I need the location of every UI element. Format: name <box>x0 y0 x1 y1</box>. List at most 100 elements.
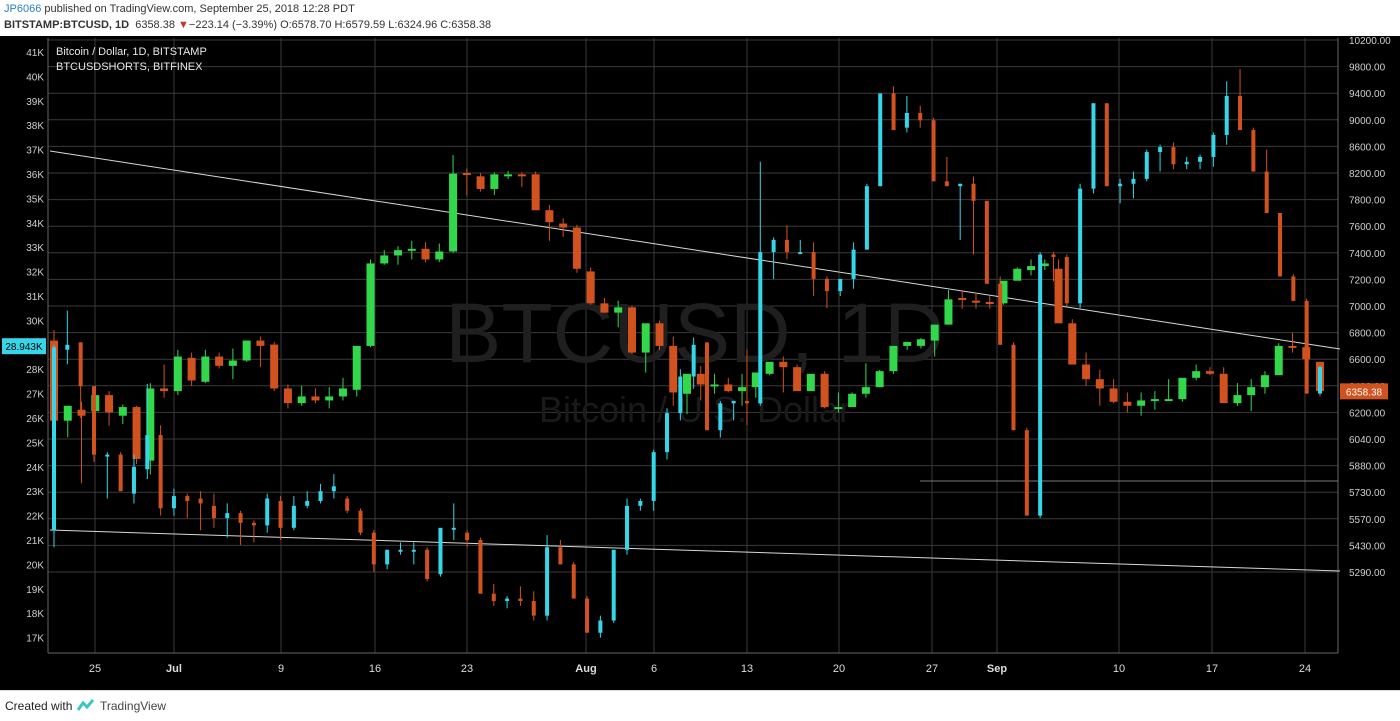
price-candle <box>559 223 568 228</box>
shorts-value-label: 28.943K <box>5 342 43 353</box>
price-candle <box>421 248 430 260</box>
price-candle <box>77 409 86 416</box>
x-axis-tick: 24 <box>1299 663 1311 675</box>
shorts-candle <box>1011 344 1016 431</box>
price-candle <box>820 373 829 408</box>
left-axis-tick: 22K <box>26 512 44 523</box>
shorts-candle <box>478 540 483 594</box>
left-axis-tick: 24K <box>26 463 44 474</box>
shorts-candle <box>665 413 670 453</box>
left-axis-tick: 34K <box>26 219 44 230</box>
shorts-candle <box>571 564 576 599</box>
right-axis-tick: 7400.00 <box>1349 249 1386 260</box>
tradingview-brand[interactable]: TradingView <box>100 699 167 713</box>
price-candle <box>449 173 458 252</box>
price-candle <box>1054 268 1063 324</box>
left-axis-tick: 36K <box>26 170 44 181</box>
shorts-candle <box>345 498 350 511</box>
price-candle <box>146 388 155 461</box>
created-with-text: Created with <box>5 699 73 713</box>
shorts-candle <box>52 347 56 531</box>
shorts-candle <box>585 598 590 633</box>
price-candle <box>366 263 375 346</box>
price-candle <box>242 340 251 361</box>
shorts-candle <box>851 249 856 279</box>
shorts-candle <box>891 93 896 131</box>
shorts-candle <box>438 527 443 575</box>
shorts-candle <box>265 498 270 526</box>
left-axis-tick: 19K <box>26 585 44 596</box>
price-candle <box>793 367 802 392</box>
x-axis-tick: 27 <box>926 663 938 675</box>
symbol-name: BITSTAMP:BTCUSD, 1D <box>4 19 130 31</box>
watermark-description: Bitcoin / U.S. Dollar <box>539 389 851 430</box>
shorts-candle <box>811 252 816 279</box>
shorts-candle <box>1078 188 1083 304</box>
price-candle <box>586 271 595 304</box>
price-candle <box>600 303 609 313</box>
right-axis-tick: 5290.00 <box>1349 568 1386 579</box>
right-axis-tick: 5570.00 <box>1349 515 1386 526</box>
x-axis-tick: Aug <box>575 663 596 675</box>
price-candle <box>187 357 196 381</box>
shorts-candle <box>1211 134 1216 157</box>
shorts-candle <box>1091 103 1096 189</box>
price-candle <box>105 395 114 413</box>
x-axis-tick: Jul <box>166 663 182 675</box>
price-candle <box>297 396 306 404</box>
price-candle <box>614 307 623 313</box>
axes: 41K40K39K38K37K36K35K34K33K32K31K30K29K2… <box>26 36 1391 675</box>
chart-area[interactable]: 41K40K39K38K37K36K35K34K33K32K31K30K29K2… <box>0 36 1400 690</box>
price-candle <box>63 405 72 421</box>
price-candle <box>504 174 513 177</box>
shorts-candle <box>944 181 949 187</box>
left-axis-tick: 18K <box>26 609 44 620</box>
shorts-candle <box>518 598 523 601</box>
shorts-candle <box>1131 178 1136 184</box>
price-candle <box>517 174 526 177</box>
shorts-candle <box>651 452 656 501</box>
price-candle <box>1109 388 1118 402</box>
shorts-candle <box>625 505 630 550</box>
left-axis-tick: 30K <box>26 316 44 327</box>
price-candle <box>1137 400 1146 406</box>
shorts-candle <box>505 598 510 601</box>
left-axis-tick: 28K <box>26 365 44 376</box>
left-axis-tick: 26K <box>26 414 44 425</box>
shorts-candle <box>918 113 923 121</box>
shorts-candle <box>65 344 70 350</box>
shorts-candle <box>958 183 963 187</box>
price-candle <box>958 298 967 301</box>
price-chart[interactable]: 41K40K39K38K37K36K35K34K33K32K31K30K29K2… <box>0 36 1400 690</box>
shorts-candle <box>784 239 789 253</box>
price-candle <box>1274 345 1283 376</box>
price-candle <box>641 323 650 353</box>
shorts-candle <box>718 403 723 431</box>
right-axis-tick: 9000.00 <box>1349 116 1386 127</box>
shorts-candle <box>1291 276 1296 301</box>
author-link[interactable]: JP6066 <box>4 3 42 15</box>
price-candle <box>985 302 994 305</box>
right-axis-tick: 10200.00 <box>1349 36 1391 47</box>
price-labels: 28.943K 6358.38 <box>2 338 1388 400</box>
shorts-candle <box>491 593 496 601</box>
price-candle <box>696 373 705 385</box>
shorts-candle <box>1278 213 1283 277</box>
left-axis-tick: 25K <box>26 438 44 449</box>
down-arrow-icon: ▼ <box>178 19 189 31</box>
price-candle <box>394 250 403 256</box>
price-change: −223.14 (−3.39%) <box>188 19 277 31</box>
left-axis-tick: 35K <box>26 194 44 205</box>
shorts-candle <box>225 513 230 519</box>
shorts-candle <box>305 500 310 506</box>
shorts-candle <box>358 510 363 533</box>
shorts-candle <box>1318 366 1322 394</box>
shorts-candle <box>731 400 736 404</box>
left-axis-tick: 31K <box>26 292 44 303</box>
price-candle <box>861 387 870 394</box>
price-candle <box>765 361 774 374</box>
price-candle <box>1095 379 1104 389</box>
price-candle <box>1205 371 1214 374</box>
price-candle <box>971 300 980 303</box>
shorts-candle <box>1304 300 1309 394</box>
